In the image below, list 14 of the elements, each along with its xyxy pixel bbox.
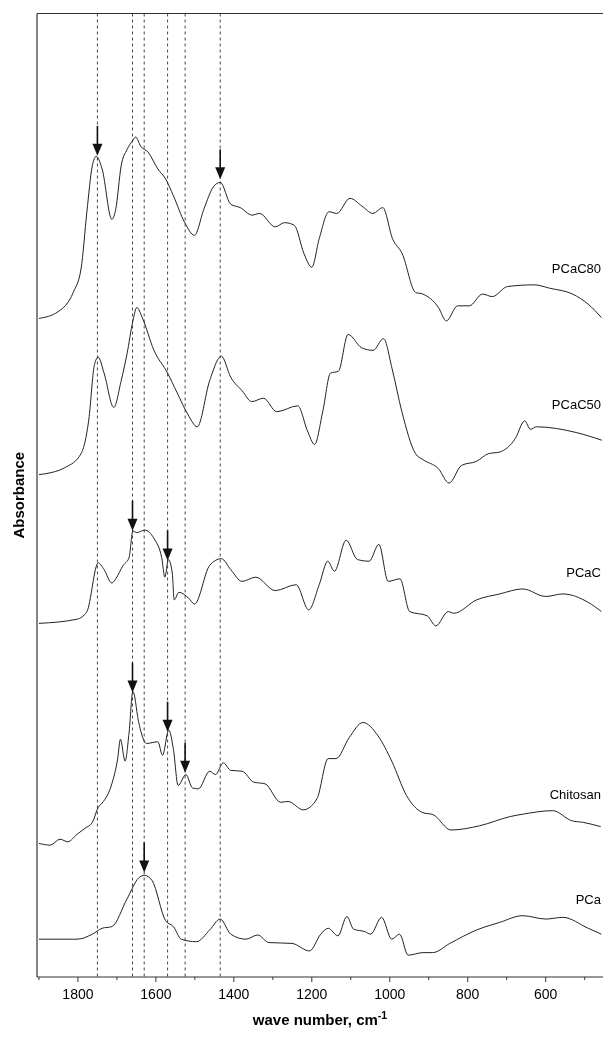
series-label: PCa [575, 891, 602, 907]
series-label: PCaC50 [551, 396, 601, 412]
series-label: Chitosan [549, 786, 601, 802]
x-tick-label: 1200 [296, 986, 328, 1002]
x-tick-label: 1800 [62, 986, 94, 1002]
x-tick-label: 1600 [140, 986, 172, 1002]
series-label: PCaC [566, 564, 601, 580]
y-axis-title: Absorbance [10, 451, 27, 539]
x-axis-title: wave number, cm$^{-1}$ [251, 1009, 388, 1028]
x-tick-label: 800 [456, 986, 480, 1002]
x-tick-label: 1000 [374, 986, 406, 1002]
series-label: PCaC80 [551, 260, 601, 276]
x-tick-label: 1400 [218, 986, 250, 1002]
x-tick-label: 600 [534, 986, 558, 1002]
